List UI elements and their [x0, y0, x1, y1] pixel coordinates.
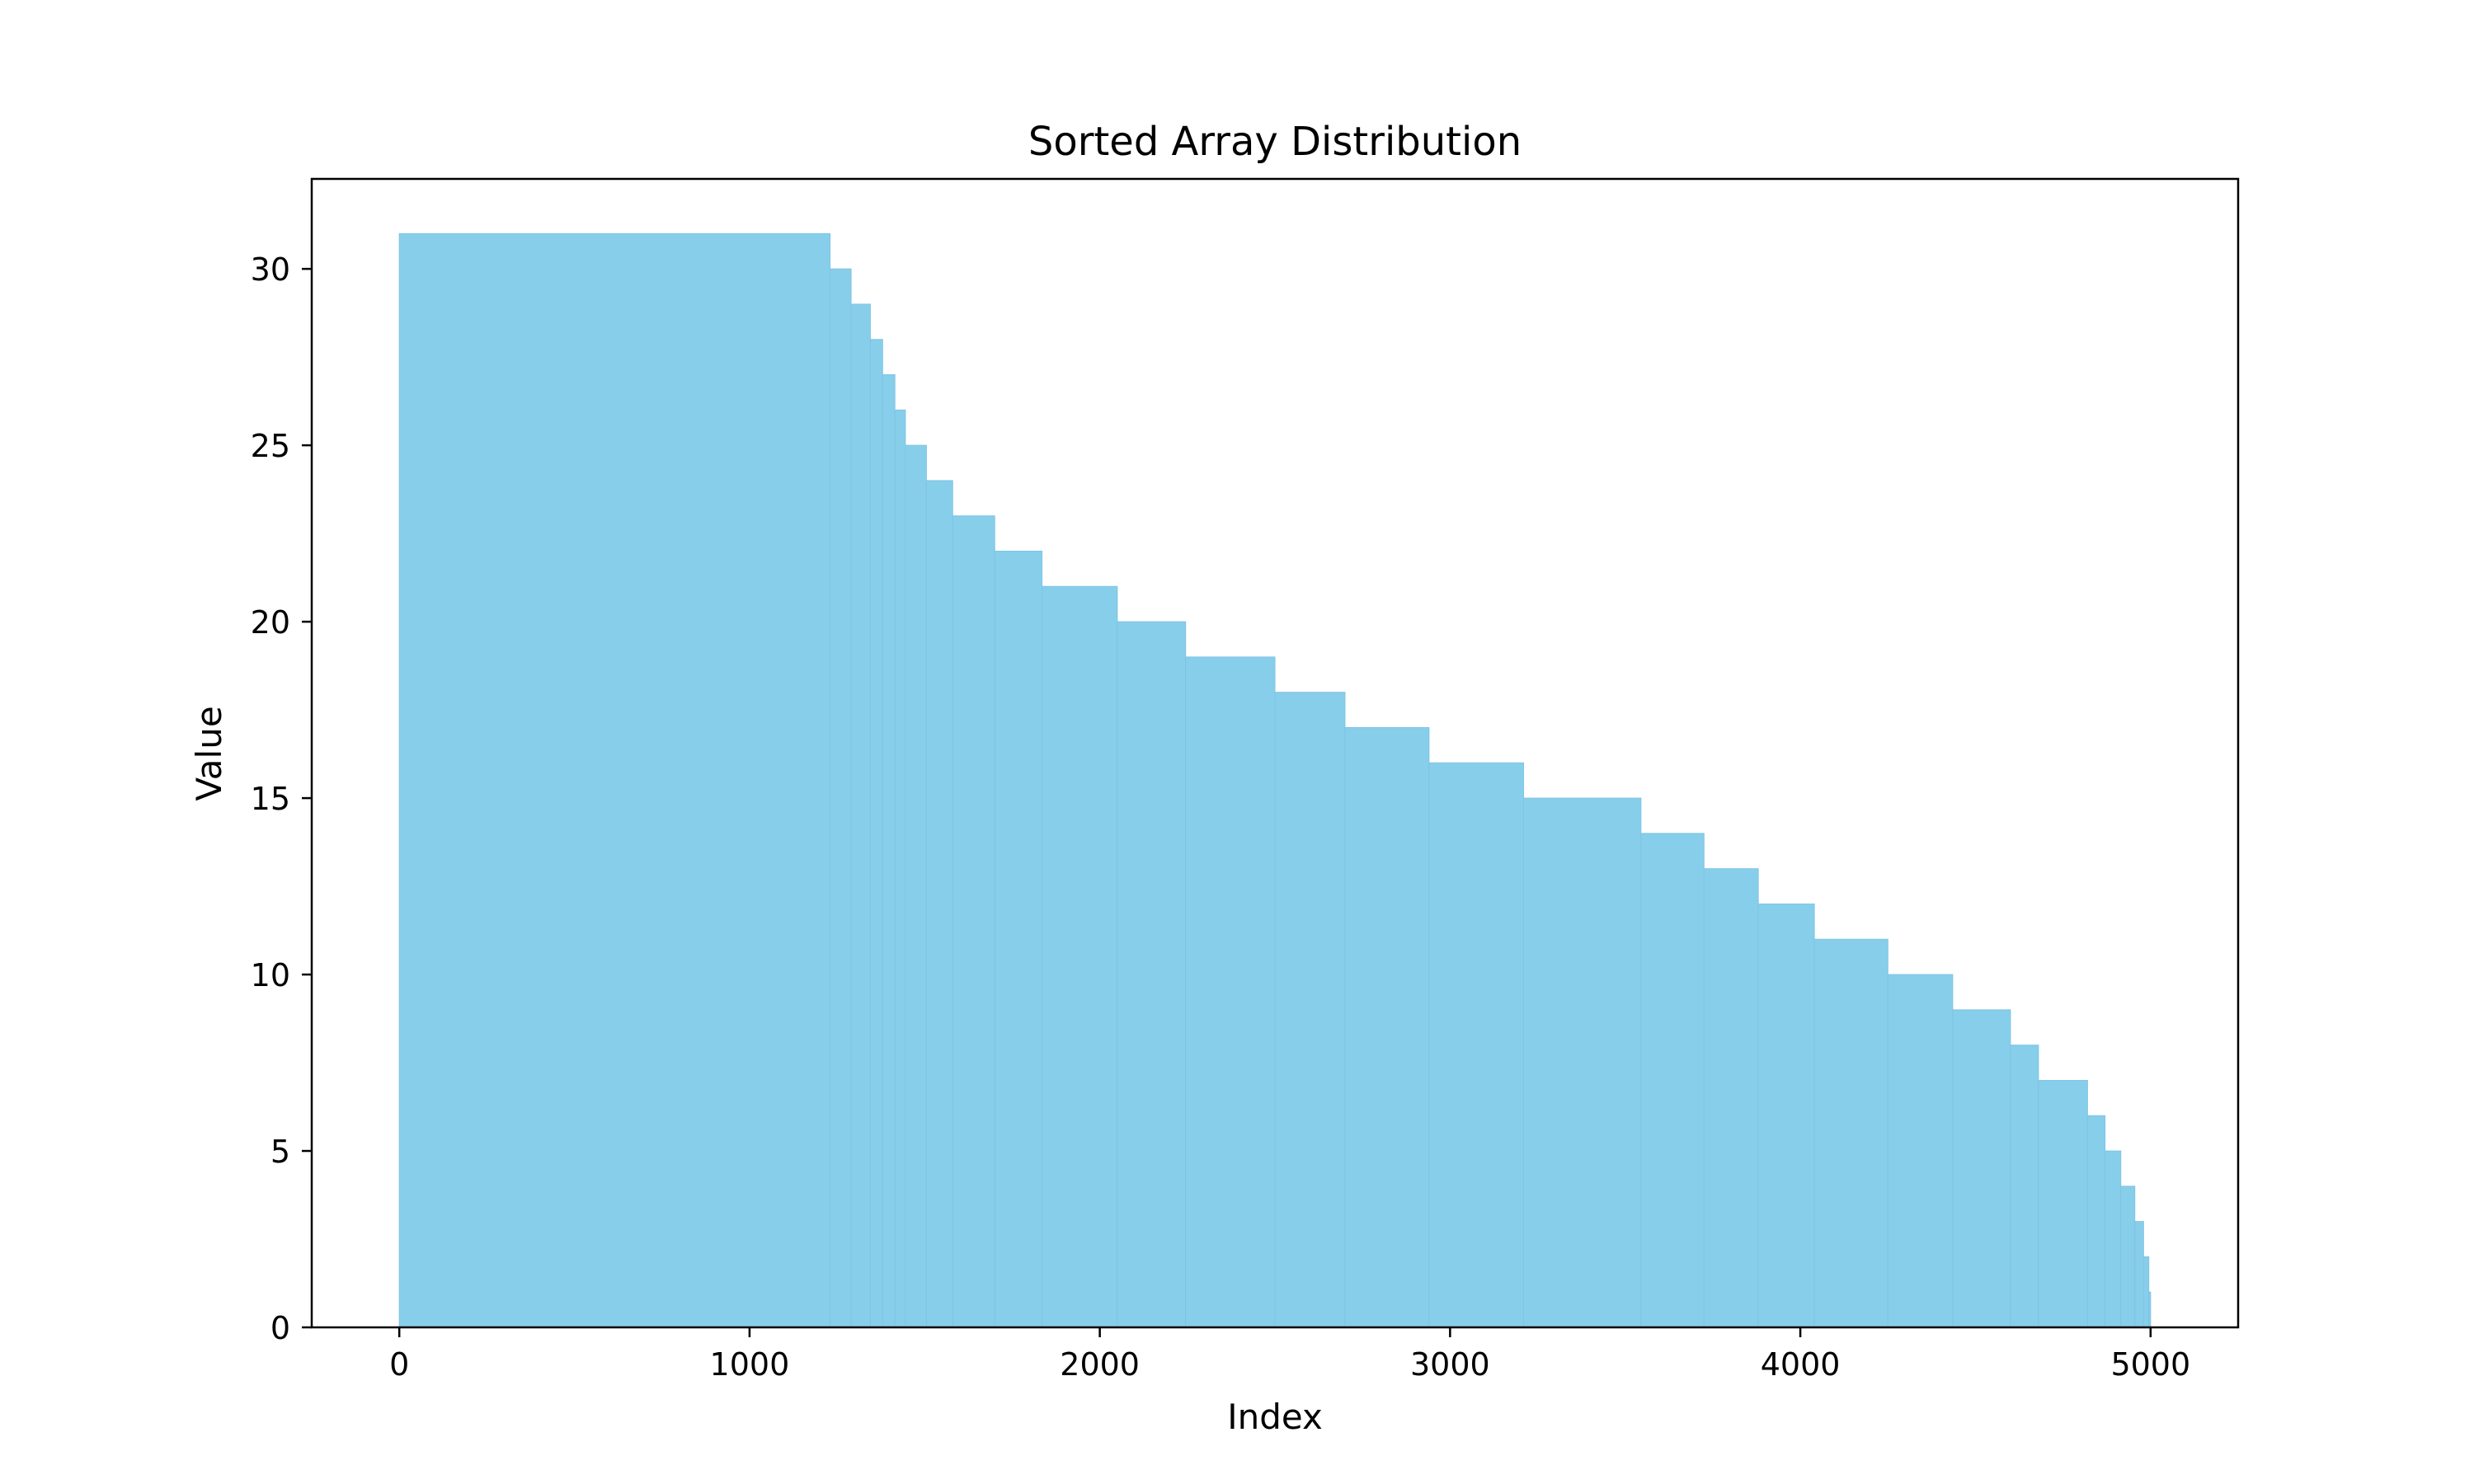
y-tick-label: 10 [251, 957, 290, 993]
bars [398, 232, 2152, 1328]
bar-run [994, 550, 1043, 1328]
x-tick-label: 3000 [1410, 1346, 1490, 1383]
bar-run [2134, 1221, 2144, 1328]
y-tick-label: 25 [251, 428, 290, 464]
bar-run [2148, 1291, 2152, 1328]
y-tick-label: 20 [251, 604, 290, 641]
plot-frame [310, 177, 2240, 1329]
bar-run [1703, 868, 1759, 1328]
bar-run [894, 409, 906, 1328]
bar-run [2120, 1186, 2136, 1328]
x-tick-label: 0 [389, 1346, 409, 1383]
y-axis-ticks: 0 5 10 15 20 25 30 [251, 251, 312, 1346]
bar-run [1274, 692, 1346, 1328]
bar-run [1344, 726, 1430, 1328]
y-tick-label: 0 [270, 1310, 290, 1346]
bar-run [2010, 1045, 2039, 1328]
bar-run [398, 232, 831, 1328]
bar-run [2105, 1150, 2122, 1328]
bar-run [2142, 1256, 2150, 1328]
bar-run [1117, 621, 1187, 1328]
bar-run [1042, 585, 1118, 1328]
bar-run [2038, 1079, 2088, 1328]
bar-run [925, 480, 953, 1328]
x-tick-label: 2000 [1060, 1346, 1140, 1383]
y-axis-label: Value [189, 706, 229, 801]
y-tick-label: 5 [270, 1134, 290, 1170]
chart-title: Sorted Array Distribution [1028, 119, 1522, 165]
bar-run [1523, 797, 1642, 1328]
x-tick-label: 5000 [2110, 1346, 2190, 1383]
bar-run [1813, 938, 1888, 1328]
x-tick-label: 1000 [710, 1346, 790, 1383]
bar-run [1428, 762, 1525, 1328]
bar-run [2086, 1115, 2106, 1328]
y-tick-label: 15 [251, 781, 290, 817]
bar-run [1952, 1009, 2011, 1328]
bar-run [952, 515, 995, 1328]
x-axis-ticks: 0 1000 2000 3000 4000 5000 [389, 1327, 2190, 1383]
bar-run [830, 268, 852, 1328]
bar-run [905, 444, 927, 1328]
bar-run [1757, 903, 1815, 1328]
bar-run [850, 303, 871, 1328]
bar-run [882, 374, 896, 1328]
bar-run [1640, 833, 1705, 1328]
bar-run [1887, 974, 1954, 1328]
y-tick-label: 30 [251, 251, 290, 288]
bar-run [869, 339, 883, 1328]
x-tick-label: 4000 [1761, 1346, 1841, 1383]
x-axis-label: Index [1227, 1397, 1323, 1437]
bar-run [1185, 656, 1276, 1328]
